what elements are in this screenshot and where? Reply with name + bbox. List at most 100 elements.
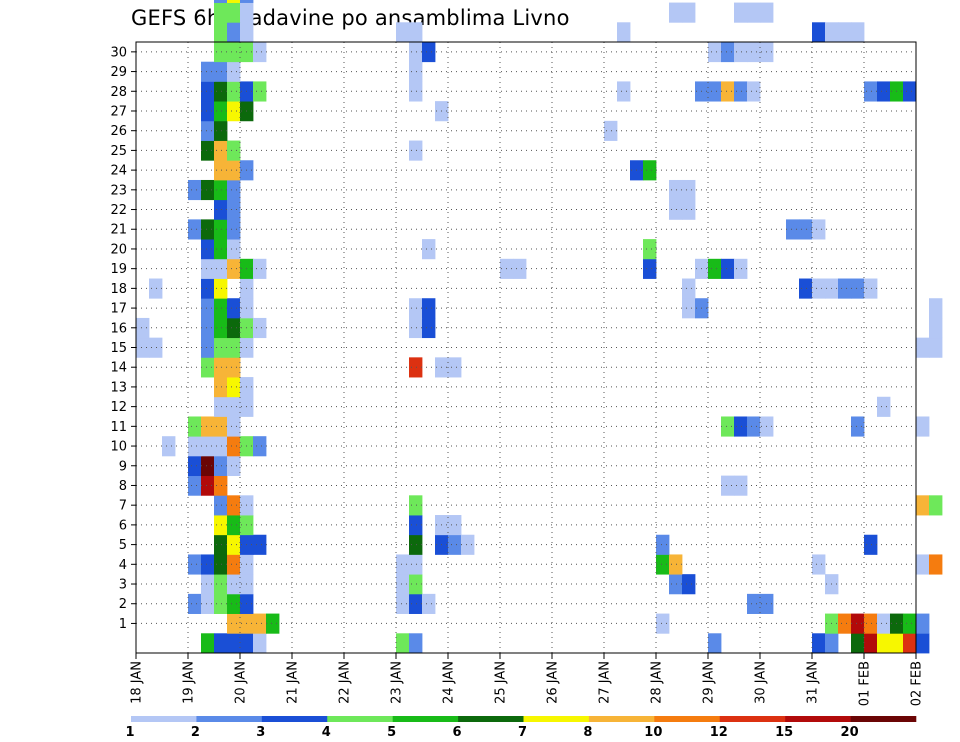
heatmap-cell (240, 2, 254, 23)
heatmap-cells (136, 0, 943, 654)
y-tick-label: 21 (110, 223, 127, 238)
heatmap-cell (214, 199, 228, 220)
heatmap-cell (201, 554, 215, 575)
chart-title: GEFS 6hr padavine po ansamblima Livno (131, 6, 570, 30)
heatmap-cell (448, 357, 462, 378)
heatmap-cell (708, 81, 722, 102)
heatmap-cell (396, 593, 410, 614)
heatmap-cell (227, 495, 241, 516)
heatmap-cell (851, 278, 865, 299)
y-tick-label: 23 (110, 183, 127, 198)
heatmap-cell (188, 593, 202, 614)
heatmap-cell (682, 2, 696, 23)
heatmap-cell (214, 22, 228, 43)
heatmap-cell (409, 140, 423, 161)
y-tick-label: 5 (119, 538, 127, 553)
heatmap-cell (916, 495, 930, 516)
heatmap-cell (214, 120, 228, 141)
heatmap-cell (409, 593, 423, 614)
heatmap-cell (812, 633, 826, 654)
heatmap-cell (734, 258, 748, 279)
heatmap-cell (227, 81, 241, 102)
heatmap-cell (201, 357, 215, 378)
heatmap-cell (201, 258, 215, 279)
heatmap-cell (214, 633, 228, 654)
heatmap-cell (669, 2, 683, 23)
heatmap-cell (747, 593, 761, 614)
heatmap-cell (617, 81, 631, 102)
heatmap-cell (214, 140, 228, 161)
heatmap-cell (201, 475, 215, 496)
heatmap-cell (617, 22, 631, 43)
heatmap-cell (799, 278, 813, 299)
heatmap-cell (214, 2, 228, 23)
heatmap-cell (227, 633, 241, 654)
heatmap-cell (214, 416, 228, 437)
x-tick-label: 31 JAN (806, 661, 821, 704)
heatmap-cell (838, 613, 852, 634)
y-tick-label: 11 (110, 420, 127, 435)
legend-label: 12 (710, 725, 728, 740)
heatmap-cell (656, 613, 670, 634)
heatmap-cell (747, 42, 761, 63)
y-tick-label: 19 (110, 262, 127, 277)
legend-swatch (654, 716, 721, 722)
y-tick-label: 17 (110, 302, 127, 317)
x-tick-label: 20 JAN (234, 661, 249, 704)
heatmap-cell (903, 613, 917, 634)
heatmap-cell (227, 2, 241, 23)
heatmap-cell (708, 42, 722, 63)
legend-label: 20 (841, 725, 859, 740)
heatmap-cell (812, 554, 826, 575)
heatmap-cell (409, 317, 423, 339)
legend-label: 4 (322, 725, 331, 740)
heatmap-cell (682, 179, 696, 201)
heatmap-cell (799, 219, 813, 240)
heatmap-cell (214, 101, 228, 122)
heatmap-cell (396, 574, 410, 595)
heatmap-cell (214, 219, 228, 240)
heatmap-cell (214, 337, 228, 358)
heatmap-cell (214, 278, 228, 299)
heatmap-cell (851, 22, 865, 43)
heatmap-cell (188, 219, 202, 240)
heatmap-cell (201, 278, 215, 299)
heatmap-cell (903, 81, 917, 102)
heatmap-cell (851, 613, 865, 634)
heatmap-cell (201, 317, 215, 339)
heatmap-cell (214, 534, 228, 555)
heatmap-cell (903, 633, 917, 654)
heatmap-cell (188, 416, 202, 437)
heatmap-cell (227, 42, 241, 63)
heatmap-cell (214, 42, 228, 63)
heatmap-cell (760, 2, 774, 23)
heatmap-cell (396, 22, 410, 43)
heatmap-cell (916, 554, 930, 575)
heatmap-cell (721, 42, 735, 63)
legend-label: 6 (453, 725, 462, 740)
heatmap-cell (253, 258, 267, 279)
heatmap-cell (422, 317, 436, 339)
heatmap-cell (227, 258, 241, 279)
y-axis: 1234567891011121314151617181920212223242… (110, 45, 136, 632)
heatmap-cell (409, 534, 423, 555)
heatmap-cell (734, 81, 748, 102)
heatmap-cell (227, 574, 241, 595)
heatmap-cell (448, 515, 462, 536)
legend-label: 10 (644, 725, 662, 740)
heatmap-cell (396, 633, 410, 654)
heatmap-cell (929, 317, 943, 339)
heatmap-cell (214, 396, 228, 417)
heatmap-cell (201, 436, 215, 457)
heatmap-cell (409, 298, 423, 319)
heatmap-cell (253, 42, 267, 63)
heatmap-cell (825, 633, 839, 654)
heatmap-cell (409, 633, 423, 654)
heatmap-cell (214, 61, 228, 82)
heatmap-cell (201, 140, 215, 161)
heatmap-cell (201, 179, 215, 201)
heatmap-cell (643, 239, 657, 260)
heatmap-cell (721, 81, 735, 102)
heatmap-cell (227, 455, 241, 477)
heatmap-cell (227, 61, 241, 82)
